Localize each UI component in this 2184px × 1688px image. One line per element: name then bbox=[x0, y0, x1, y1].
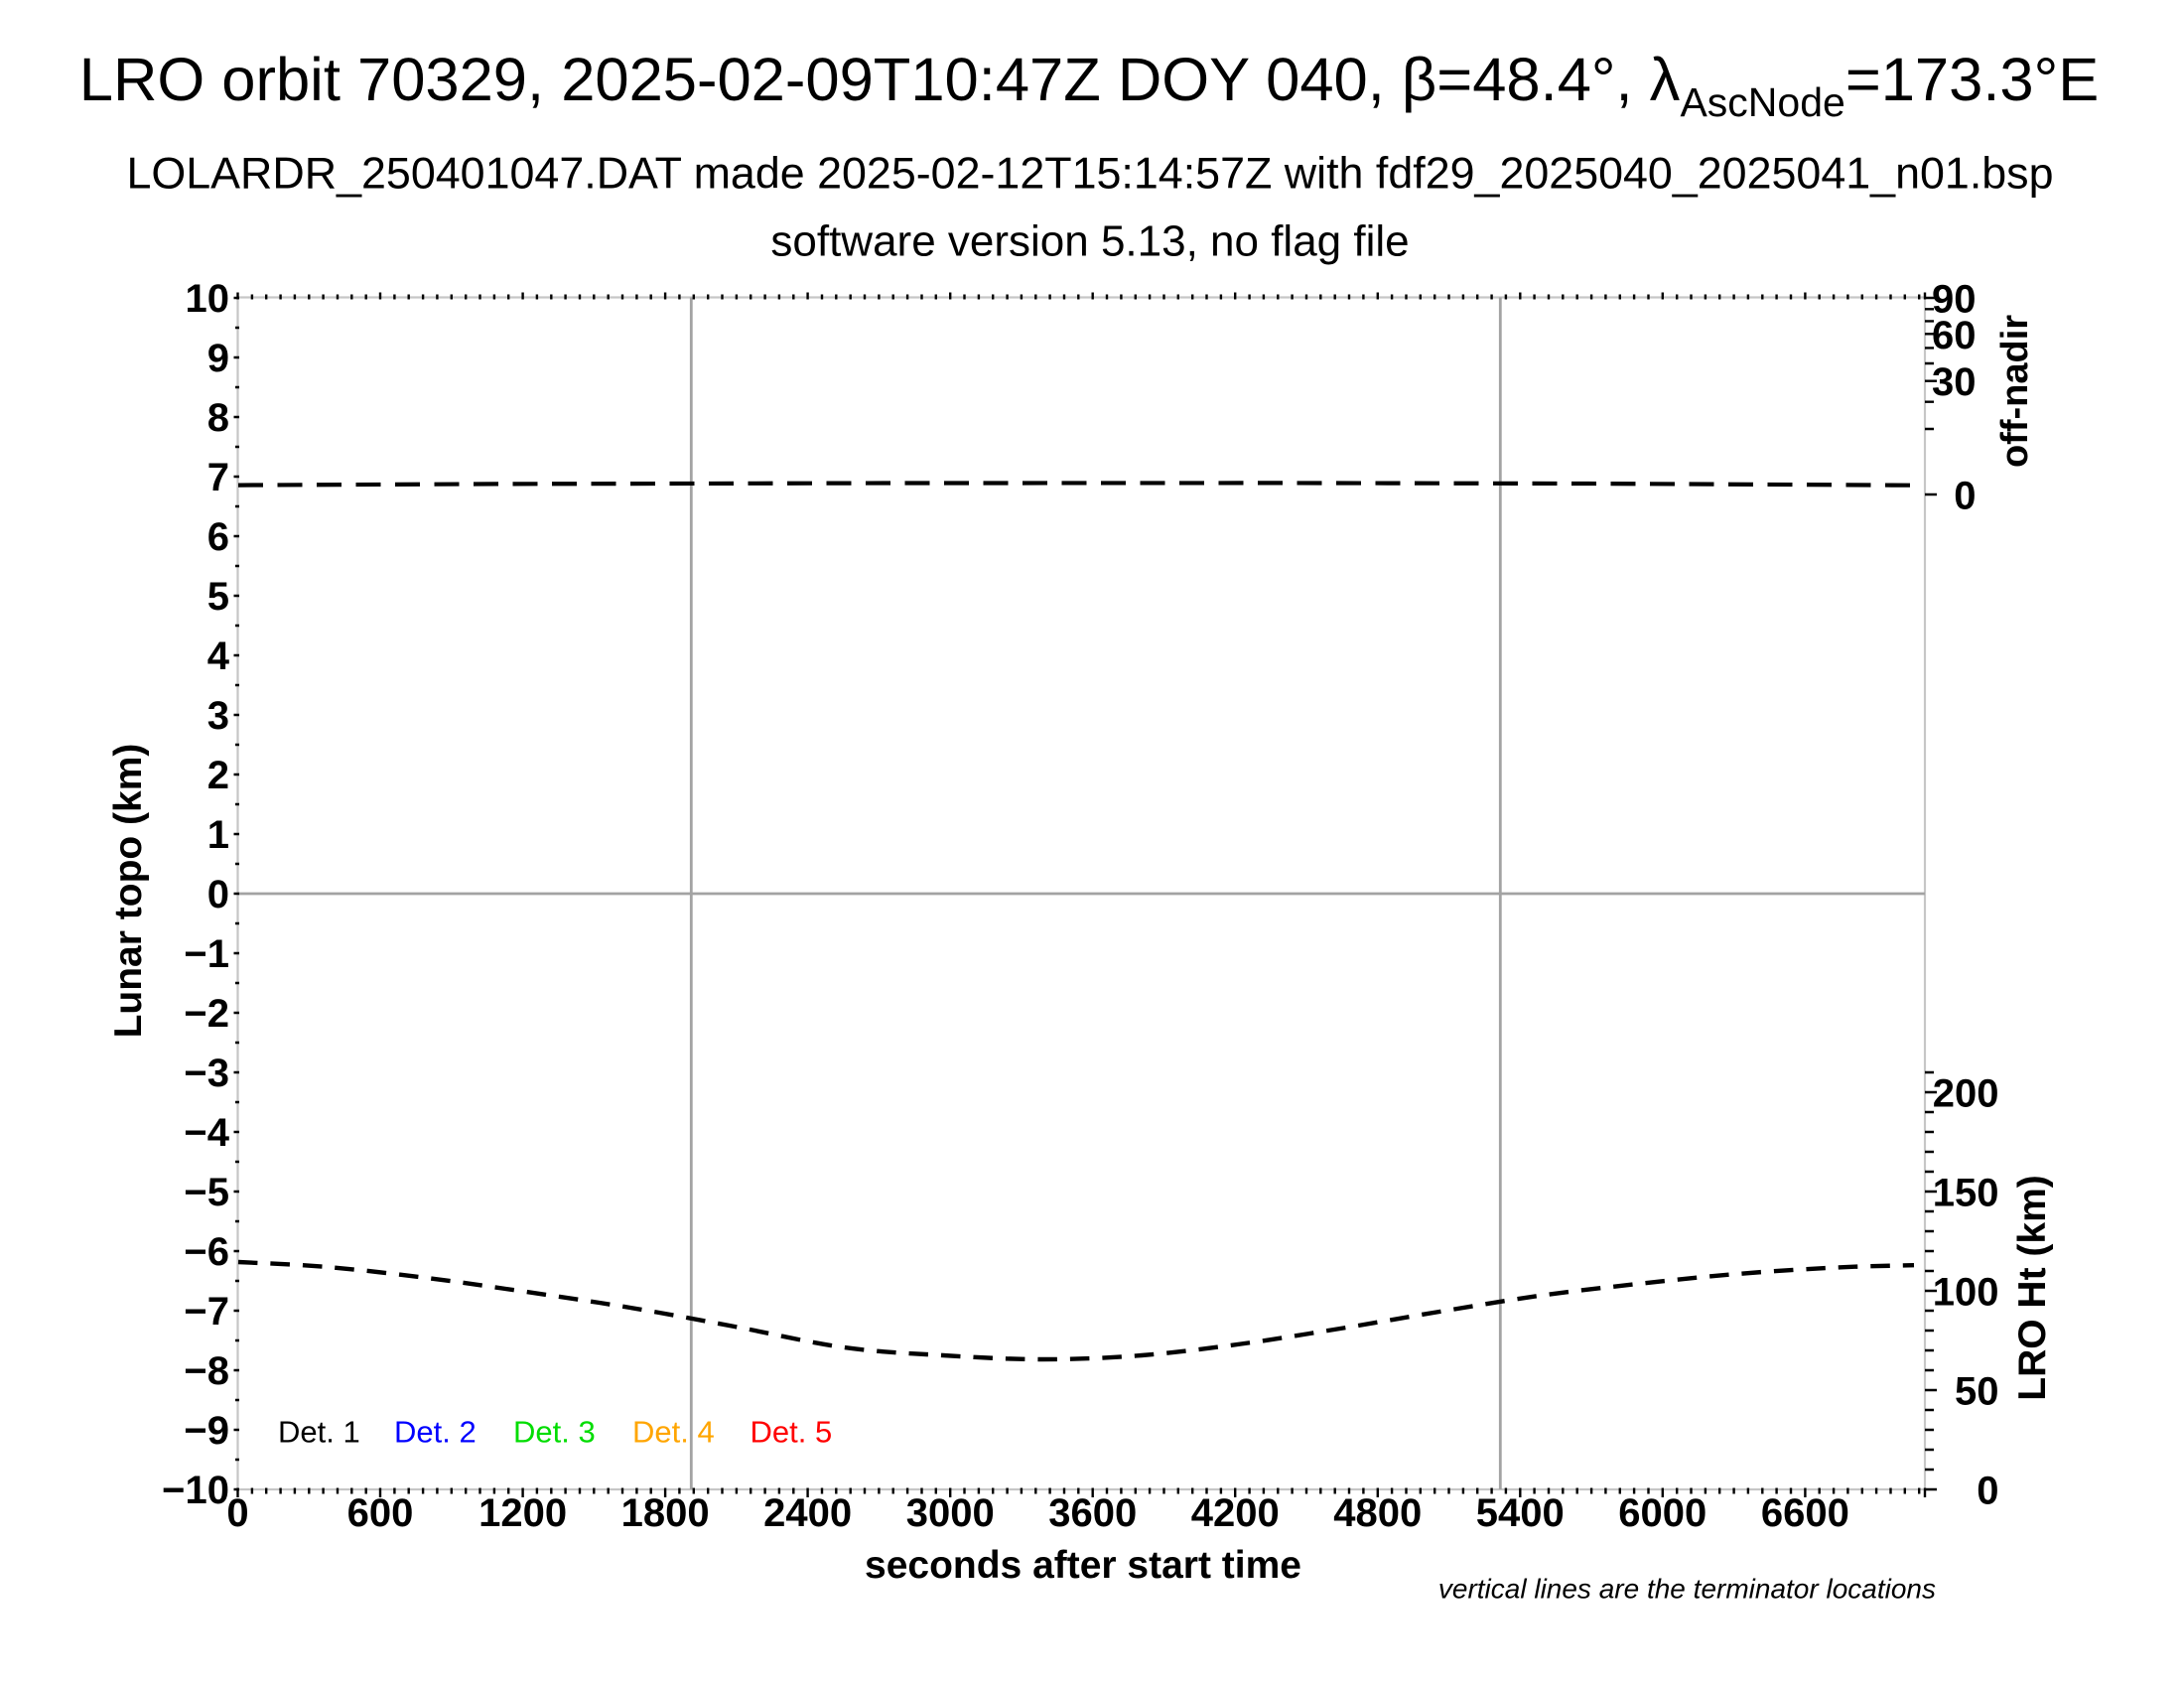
svg-text:8: 8 bbox=[207, 396, 229, 440]
svg-text:3000: 3000 bbox=[906, 1491, 995, 1535]
svg-text:6: 6 bbox=[207, 515, 229, 559]
svg-text:100: 100 bbox=[1933, 1271, 1999, 1315]
svg-text:Det. 3: Det. 3 bbox=[513, 1415, 596, 1450]
svg-text:Det. 4: Det. 4 bbox=[632, 1415, 715, 1450]
svg-text:Det. 5: Det. 5 bbox=[751, 1415, 833, 1450]
svg-text:−6: −6 bbox=[184, 1230, 229, 1274]
svg-text:10: 10 bbox=[186, 277, 230, 321]
svg-text:1200: 1200 bbox=[478, 1491, 567, 1535]
svg-text:200: 200 bbox=[1933, 1072, 1999, 1116]
svg-text:Det. 1: Det. 1 bbox=[278, 1415, 360, 1450]
svg-text:4800: 4800 bbox=[1333, 1491, 1422, 1535]
svg-text:3: 3 bbox=[207, 694, 229, 738]
svg-text:60: 60 bbox=[1932, 314, 1977, 357]
svg-text:−1: −1 bbox=[184, 932, 229, 976]
svg-text:−5: −5 bbox=[184, 1171, 229, 1214]
svg-text:5400: 5400 bbox=[1476, 1491, 1565, 1535]
svg-text:9: 9 bbox=[207, 337, 229, 380]
svg-text:0: 0 bbox=[207, 873, 229, 916]
svg-text:1800: 1800 bbox=[621, 1491, 710, 1535]
svg-text:6000: 6000 bbox=[1618, 1491, 1706, 1535]
svg-text:vertical lines are the termina: vertical lines are the terminator locati… bbox=[1438, 1574, 1936, 1605]
svg-text:LRO Ht (km): LRO Ht (km) bbox=[2011, 1175, 2054, 1401]
svg-text:7: 7 bbox=[207, 456, 229, 499]
svg-text:6600: 6600 bbox=[1761, 1491, 1849, 1535]
svg-text:50: 50 bbox=[1955, 1370, 1999, 1414]
svg-text:off-nadir: off-nadir bbox=[1994, 315, 2036, 468]
svg-text:3600: 3600 bbox=[1048, 1491, 1137, 1535]
svg-text:4200: 4200 bbox=[1191, 1491, 1280, 1535]
svg-text:−10: −10 bbox=[162, 1469, 229, 1512]
svg-text:2400: 2400 bbox=[763, 1491, 852, 1535]
svg-text:2: 2 bbox=[207, 754, 229, 797]
svg-text:−8: −8 bbox=[184, 1349, 229, 1393]
svg-text:Lunar topo (km): Lunar topo (km) bbox=[107, 744, 150, 1039]
svg-text:0: 0 bbox=[1977, 1470, 1998, 1513]
svg-text:LRO orbit 70329, 2025-02-09T10: LRO orbit 70329, 2025-02-09T10:47Z DOY 0… bbox=[79, 46, 2100, 125]
svg-text:−2: −2 bbox=[184, 992, 229, 1036]
svg-text:90: 90 bbox=[1932, 278, 1977, 322]
svg-text:0: 0 bbox=[1954, 475, 1976, 518]
svg-text:0: 0 bbox=[226, 1491, 248, 1535]
svg-text:−4: −4 bbox=[184, 1111, 229, 1155]
svg-text:600: 600 bbox=[347, 1491, 414, 1535]
svg-text:4: 4 bbox=[207, 634, 230, 678]
svg-text:Det. 2: Det. 2 bbox=[394, 1415, 477, 1450]
svg-text:5: 5 bbox=[207, 575, 229, 619]
svg-text:150: 150 bbox=[1933, 1172, 1999, 1215]
svg-text:seconds after start time: seconds after start time bbox=[865, 1544, 1301, 1587]
svg-text:1: 1 bbox=[207, 813, 229, 857]
svg-text:30: 30 bbox=[1932, 360, 1977, 404]
svg-text:LOLARDR_250401047.DAT made 202: LOLARDR_250401047.DAT made 2025-02-12T15… bbox=[127, 149, 2054, 199]
svg-text:−7: −7 bbox=[184, 1290, 229, 1334]
svg-text:−3: −3 bbox=[184, 1052, 229, 1095]
svg-text:software version 5.13, no flag: software version 5.13, no flag file bbox=[770, 217, 1409, 266]
svg-text:−9: −9 bbox=[184, 1409, 229, 1453]
